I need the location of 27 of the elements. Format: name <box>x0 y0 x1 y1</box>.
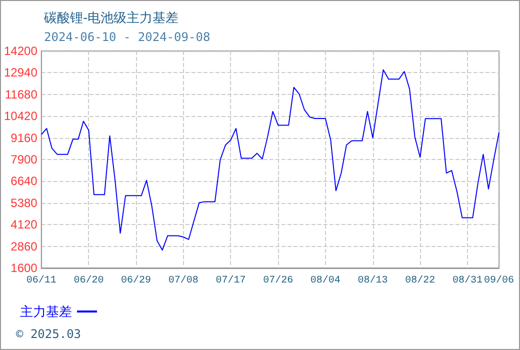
y-tick-label: 14200 <box>4 44 38 58</box>
legend-label: 主力基差 <box>20 304 72 319</box>
x-tick-label: 07/26 <box>263 274 294 286</box>
y-tick-label: 7900 <box>10 152 38 166</box>
y-tick-label: 5380 <box>10 196 38 210</box>
x-tick-label: 08/04 <box>310 274 340 286</box>
y-tick-label: 12940 <box>4 66 38 80</box>
x-tick-label: 06/11 <box>26 274 56 286</box>
y-tick-label: 4120 <box>10 218 38 232</box>
y-tick-label: 9160 <box>10 130 38 145</box>
y-tick-label: 10420 <box>4 109 38 124</box>
x-tick-label: 06/29 <box>121 274 152 286</box>
line-series <box>40 69 500 251</box>
y-tick-label: 1600 <box>10 261 38 275</box>
chart-title: 碳酸锂-电池级主力基差 <box>43 10 179 26</box>
x-tick-label: 08/31 <box>452 274 482 286</box>
x-tick-label: 07/17 <box>216 274 246 286</box>
y-tick-label: 6640 <box>10 174 38 188</box>
y-tick-label: 2860 <box>10 239 38 254</box>
x-tick-label: 09/06 <box>484 274 514 286</box>
chart-subtitle: 2024-06-10 - 2024-09-08 <box>44 30 210 44</box>
x-tick-label: 07/08 <box>168 274 198 286</box>
x-tick-label: 08/13 <box>358 274 388 286</box>
y-tick-label: 11680 <box>4 87 38 102</box>
x-tick-label: 06/20 <box>74 274 104 286</box>
x-tick-label: 08/22 <box>405 274 436 286</box>
text: © 2025.03 <box>16 327 82 341</box>
